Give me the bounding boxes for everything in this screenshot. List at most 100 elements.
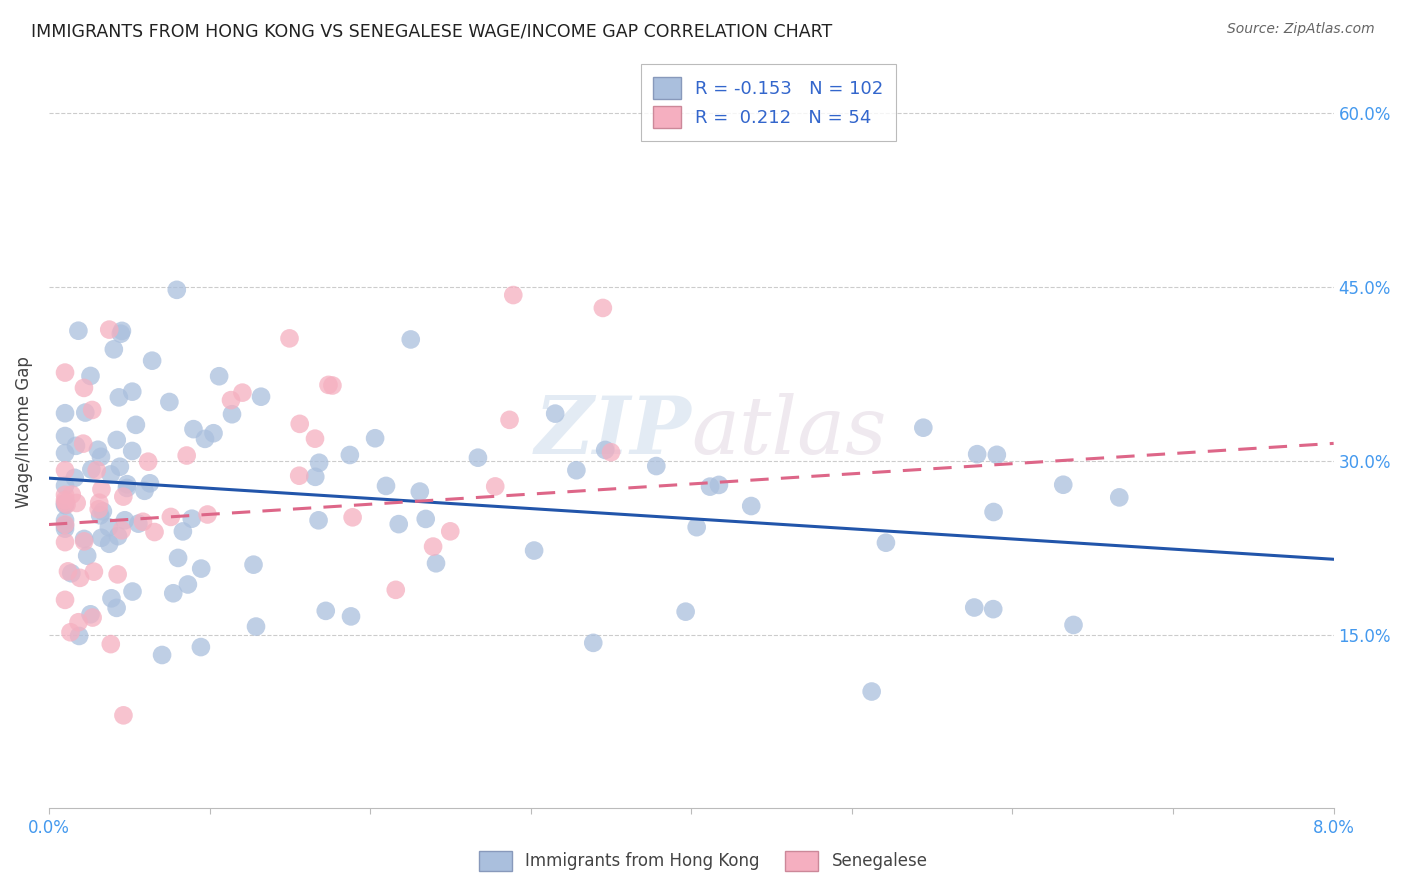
Point bbox=[103, 343, 125, 357]
Point bbox=[308, 456, 330, 470]
Point bbox=[963, 600, 986, 615]
Text: IMMIGRANTS FROM HONG KONG VS SENEGALESE WAGE/INCOME GAP CORRELATION CHART: IMMIGRANTS FROM HONG KONG VS SENEGALESE … bbox=[31, 22, 832, 40]
Point bbox=[219, 393, 242, 408]
Point bbox=[127, 516, 149, 531]
Point bbox=[318, 377, 340, 392]
Point bbox=[53, 535, 76, 549]
Point bbox=[97, 520, 120, 534]
Point bbox=[278, 331, 301, 345]
Point bbox=[202, 426, 225, 441]
Point bbox=[53, 497, 76, 511]
Point bbox=[90, 483, 112, 497]
Point bbox=[53, 498, 76, 512]
Point bbox=[65, 439, 87, 453]
Point bbox=[544, 407, 567, 421]
Point bbox=[675, 605, 697, 619]
Point bbox=[600, 445, 623, 459]
Point bbox=[82, 610, 104, 624]
Point bbox=[86, 463, 108, 477]
Point bbox=[82, 403, 104, 417]
Point bbox=[67, 324, 90, 338]
Point bbox=[55, 498, 77, 512]
Point bbox=[121, 384, 143, 399]
Point bbox=[75, 405, 97, 419]
Point bbox=[79, 607, 101, 622]
Point bbox=[340, 609, 363, 624]
Point bbox=[107, 529, 129, 543]
Point bbox=[686, 520, 709, 534]
Point bbox=[134, 483, 156, 498]
Point bbox=[136, 455, 159, 469]
Point bbox=[53, 366, 76, 380]
Point bbox=[108, 459, 131, 474]
Point bbox=[53, 518, 76, 533]
Point bbox=[66, 496, 89, 510]
Point bbox=[912, 420, 935, 434]
Point bbox=[157, 395, 180, 409]
Point bbox=[190, 561, 212, 575]
Point bbox=[90, 531, 112, 545]
Point bbox=[242, 558, 264, 572]
Point bbox=[115, 481, 138, 495]
Point bbox=[114, 513, 136, 527]
Point bbox=[565, 463, 588, 477]
Point bbox=[53, 479, 76, 493]
Point bbox=[1063, 618, 1085, 632]
Point bbox=[132, 515, 155, 529]
Point bbox=[60, 487, 83, 501]
Point bbox=[121, 584, 143, 599]
Point bbox=[342, 510, 364, 524]
Point bbox=[89, 496, 111, 510]
Point bbox=[177, 577, 200, 591]
Point bbox=[150, 648, 173, 662]
Point bbox=[308, 513, 330, 527]
Point bbox=[112, 490, 135, 504]
Point bbox=[986, 448, 1008, 462]
Point bbox=[399, 333, 422, 347]
Point bbox=[100, 637, 122, 651]
Point bbox=[645, 458, 668, 473]
Point bbox=[304, 432, 326, 446]
Point bbox=[105, 600, 128, 615]
Point bbox=[425, 556, 447, 570]
Point bbox=[860, 684, 883, 698]
Point bbox=[304, 470, 326, 484]
Point bbox=[183, 422, 205, 436]
Point bbox=[339, 448, 361, 462]
Point bbox=[707, 478, 730, 492]
Point bbox=[83, 565, 105, 579]
Point bbox=[231, 385, 253, 400]
Point bbox=[875, 535, 897, 549]
Point bbox=[966, 447, 988, 461]
Point bbox=[53, 517, 76, 532]
Legend: R = -0.153   N = 102, R =  0.212   N = 54: R = -0.153 N = 102, R = 0.212 N = 54 bbox=[641, 64, 896, 141]
Point bbox=[160, 510, 183, 524]
Point bbox=[67, 615, 90, 630]
Point bbox=[983, 505, 1005, 519]
Point bbox=[593, 442, 616, 457]
Point bbox=[73, 381, 96, 395]
Point bbox=[467, 450, 489, 465]
Point bbox=[108, 390, 131, 404]
Point bbox=[375, 479, 398, 493]
Point bbox=[245, 619, 267, 633]
Point bbox=[1052, 477, 1074, 491]
Point bbox=[89, 508, 111, 523]
Point bbox=[484, 479, 506, 493]
Point bbox=[121, 444, 143, 458]
Point bbox=[73, 532, 96, 546]
Point bbox=[115, 477, 138, 491]
Point bbox=[523, 543, 546, 558]
Point bbox=[110, 326, 132, 341]
Point bbox=[740, 499, 762, 513]
Point bbox=[143, 524, 166, 539]
Point bbox=[53, 406, 76, 420]
Point bbox=[388, 517, 411, 532]
Point bbox=[981, 602, 1004, 616]
Point bbox=[69, 571, 91, 585]
Point bbox=[76, 549, 98, 563]
Point bbox=[67, 629, 90, 643]
Point bbox=[162, 586, 184, 600]
Point bbox=[60, 566, 83, 581]
Point bbox=[53, 522, 76, 536]
